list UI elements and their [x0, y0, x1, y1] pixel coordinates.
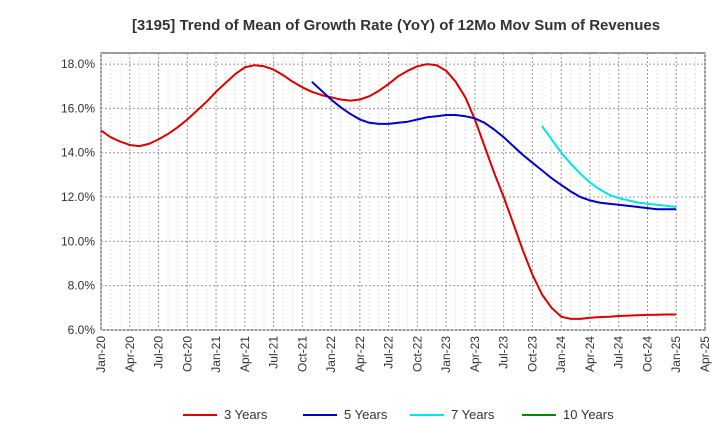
x-tick-label: Jan-24 [554, 336, 568, 373]
y-tick-label: 8.0% [68, 279, 96, 293]
x-tick-label: Jul-24 [612, 336, 626, 369]
legend-item: 10 Years [522, 407, 614, 422]
x-tick-label: Oct-20 [180, 336, 194, 372]
legend-item: 7 Years [410, 407, 495, 422]
legend-item: 3 Years [183, 407, 268, 422]
y-axis-ticks: 6.0% 8.0% 10.0% 12.0% 14.0% 16.0% 18.0% [61, 57, 95, 337]
gridlines [100, 53, 706, 331]
legend-item: 5 Years [303, 407, 388, 422]
x-tick-label: Jan-21 [209, 336, 223, 373]
x-tick-label: Jan-25 [669, 336, 683, 373]
y-tick-label: 6.0% [68, 323, 96, 337]
series-line-5-years [311, 81, 677, 211]
x-tick-label: Jul-21 [267, 336, 281, 369]
legend-label: 10 Years [563, 407, 614, 422]
x-tick-label: Oct-22 [410, 336, 424, 372]
y-tick-label: 14.0% [61, 146, 95, 160]
x-tick-label: Oct-23 [525, 336, 539, 372]
x-tick-label: Apr-23 [468, 336, 482, 372]
plot-area [100, 52, 706, 331]
y-tick-label: 18.0% [61, 57, 95, 71]
series-lines [100, 63, 677, 320]
x-tick-label: Jan-22 [324, 336, 338, 373]
x-tick-label: Apr-25 [698, 336, 712, 372]
x-tick-label: Apr-24 [583, 336, 597, 372]
y-tick-label: 10.0% [61, 234, 95, 248]
y-tick-label: 12.0% [61, 190, 95, 204]
legend-label: 7 Years [451, 407, 495, 422]
x-tick-label: Apr-22 [353, 336, 367, 372]
x-tick-label: Apr-20 [123, 336, 137, 372]
x-tick-label: Jan-23 [439, 336, 453, 373]
series-line-3-years [100, 63, 677, 320]
x-axis-ticks: Jan-20 Apr-20 Jul-20 Oct-20 Jan-21 Apr-21 Jul-… [94, 336, 712, 373]
chart-title: [3195] Trend of Mean of Growth Rate (YoY… [132, 17, 660, 34]
x-tick-label: Apr-21 [238, 336, 252, 372]
x-tick-label: Jul-23 [497, 336, 511, 369]
y-tick-label: 16.0% [61, 101, 95, 115]
x-tick-label: Jul-22 [382, 336, 396, 369]
legend-label: 3 Years [224, 407, 268, 422]
series-line-7-years [541, 125, 677, 208]
x-tick-label: Oct-24 [640, 336, 654, 372]
x-tick-label: Jul-20 [152, 336, 166, 369]
legend: 3 Years 5 Years 7 Years 10 Years [183, 407, 614, 422]
legend-label: 5 Years [344, 407, 388, 422]
x-tick-label: Jan-20 [94, 336, 108, 373]
x-tick-label: Oct-21 [295, 336, 309, 372]
